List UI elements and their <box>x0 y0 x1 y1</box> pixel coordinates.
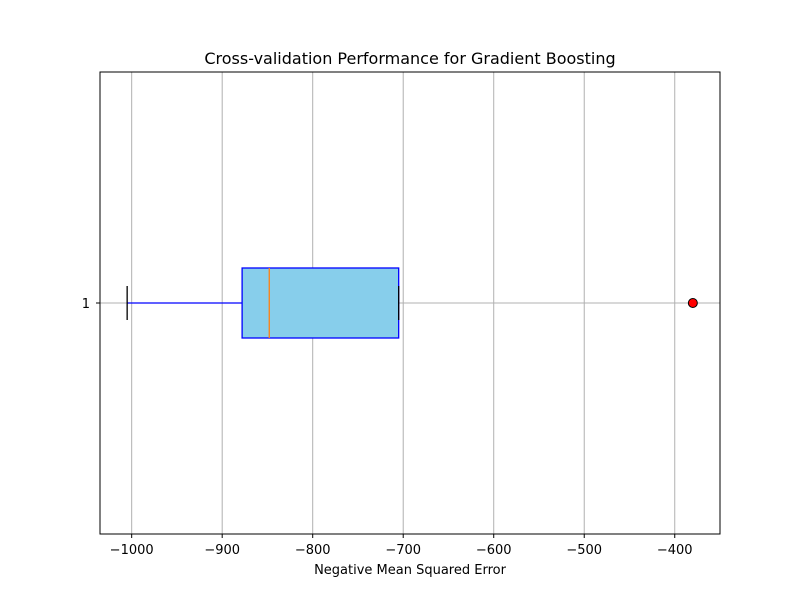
outlier-point <box>687 298 698 308</box>
x-tick-label: −500 <box>566 543 602 558</box>
y-axis-ticks: 1 <box>82 297 100 312</box>
y-tick-label: 1 <box>82 297 90 312</box>
x-axis-ticks: −1000 −900 −800 −700 −600 −500 −400 <box>110 534 693 558</box>
box-iqr <box>241 267 400 339</box>
x-axis-label: Negative Mean Squared Error <box>314 563 507 578</box>
x-tick-label: −400 <box>657 543 693 558</box>
box-plot-marks <box>126 267 698 339</box>
x-tick-label: −600 <box>476 543 512 558</box>
x-tick-label: −900 <box>204 543 240 558</box>
x-tick-label: −1000 <box>110 543 154 558</box>
x-tick-label: −800 <box>295 543 331 558</box>
x-tick-label: −700 <box>385 543 421 558</box>
chart-title: Cross-validation Performance for Gradien… <box>204 49 615 68</box>
